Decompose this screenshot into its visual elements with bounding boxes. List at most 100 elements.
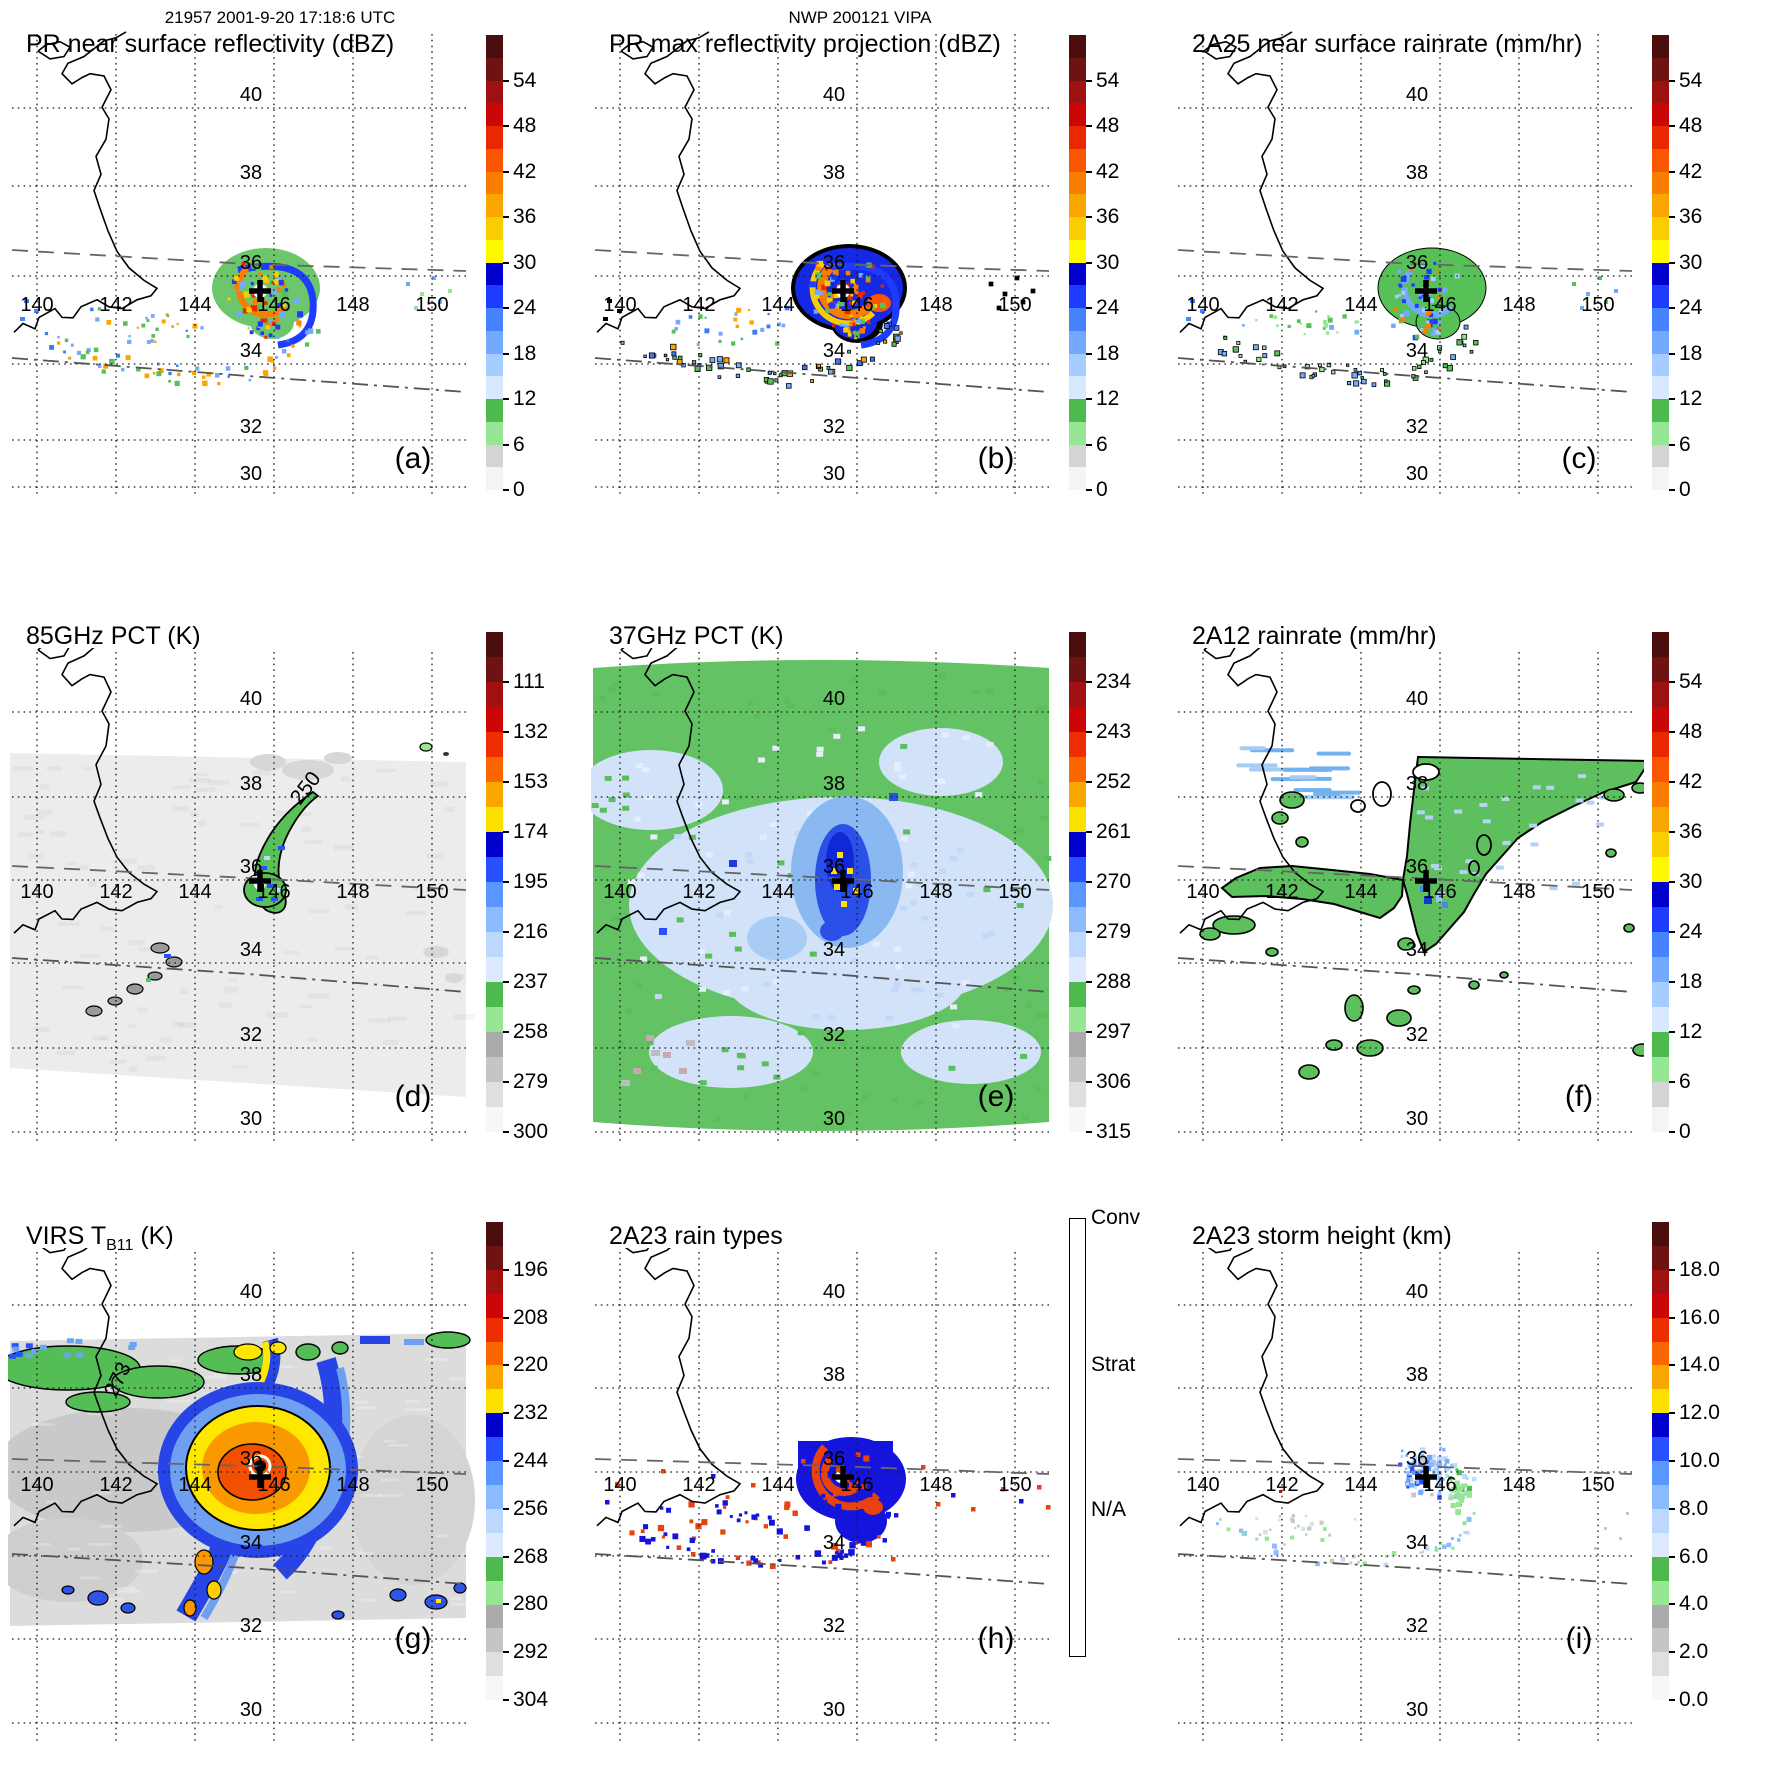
colorbar-tick-label: 54 (1096, 68, 1120, 92)
lon-label: 144 (761, 881, 794, 903)
lon-label: 150 (1581, 294, 1614, 316)
lon-label: 144 (1344, 881, 1377, 903)
colorbar-tick-label: 30 (1096, 250, 1120, 274)
lat-label: 34 (240, 1532, 262, 1554)
lat-label: 32 (240, 1615, 262, 1637)
lon-label: 150 (1581, 1474, 1614, 1496)
colorbar-tick-label: 244 (513, 1449, 549, 1472)
coastline-hokkaido (37, 648, 70, 660)
lon-label: 142 (99, 294, 132, 316)
lon-label: 140 (20, 294, 53, 316)
lon-label: 140 (603, 1474, 636, 1496)
lat-label: 38 (1406, 773, 1428, 795)
colorbar-tick-label: 270 (1096, 870, 1132, 893)
lon-label: 144 (761, 294, 794, 316)
colorbar-tick-label: 10.0 (1679, 1449, 1720, 1472)
panel-letter: (b) (978, 442, 1015, 475)
lon-label: 142 (1265, 294, 1298, 316)
colorbar-tick-label: 8.0 (1679, 1496, 1709, 1520)
swath-edge-north (1177, 249, 1633, 272)
coastline-hokkaido (624, 1248, 650, 1254)
lon-label: 150 (415, 294, 448, 316)
lon-label: 150 (1581, 881, 1614, 903)
graticule (595, 34, 1049, 498)
colorbar-tick-label: 6 (1679, 1070, 1691, 1093)
lat-label: 32 (1406, 1024, 1428, 1046)
lon-label: 148 (1502, 294, 1535, 316)
lon-label: 146 (840, 294, 873, 316)
lat-label: 36 (1406, 1448, 1428, 1470)
swath-edge-north (1177, 865, 1633, 891)
graticule (595, 1252, 1049, 1743)
coastline-honshu (596, 1248, 742, 1527)
panel-letter: (i) (1566, 1622, 1593, 1655)
panel-letter: (g) (395, 1622, 432, 1655)
colorbar-tick-label: 268 (513, 1544, 549, 1568)
lat-label: 38 (240, 773, 262, 795)
colorbar-tick-label: 42 (1679, 159, 1703, 183)
lon-label: 144 (178, 881, 211, 903)
lat-label: 30 (1406, 1108, 1428, 1130)
colorbar-tick-label: 54 (1679, 670, 1703, 693)
lat-label: 38 (240, 1364, 262, 1386)
colorbar-tick-label: 132 (513, 720, 549, 743)
colorbar-tick-label: 36 (1679, 205, 1703, 228)
colorbar-tick-label: 16.0 (1679, 1305, 1720, 1329)
storm-center-marker (832, 870, 854, 892)
lon-label: 140 (1186, 294, 1219, 316)
lat-label: 32 (823, 416, 845, 438)
lon-label: 150 (415, 1474, 448, 1496)
colorbar-d (486, 632, 503, 1132)
colorbar-tick-label: 220 (513, 1353, 549, 1377)
storm-center-marker (1415, 280, 1437, 302)
colorbar-tick-label: 42 (513, 159, 537, 183)
panel-e-map: 140 142 144 146 148 150 40 38 36 34 32 30 (e) (591, 648, 1053, 1141)
coastline-hokkaido (1203, 40, 1238, 60)
colorbar-i (1652, 1222, 1669, 1701)
lat-label: 34 (823, 340, 845, 362)
coastline-honshu (1179, 648, 1325, 934)
lon-label: 140 (603, 294, 636, 316)
colorbar-tick-label: 243 (1096, 720, 1132, 743)
colorbar-tick-label: 6.0 (1679, 1544, 1709, 1568)
colorbar-tick-label: 12.0 (1679, 1401, 1720, 1425)
swath-edge-south (11, 357, 467, 393)
colorbar-tick-label: 6 (513, 432, 525, 456)
coastline-honshu (596, 31, 742, 333)
lat-label: 36 (823, 1448, 845, 1470)
panel-f-title: 2A12 rainrate (mm/hr) (1192, 622, 1437, 650)
colorbar-tick-label: 6 (1679, 432, 1691, 456)
lon-label: 146 (257, 294, 290, 316)
colorbar-tick-label: 54 (1679, 68, 1703, 92)
lon-label: 148 (336, 294, 369, 316)
swath-edge-north (594, 1458, 1050, 1475)
colorbar-tick-label: 4.0 (1679, 1592, 1709, 1616)
colorbar-tick-label: 2.0 (1679, 1640, 1709, 1664)
lon-label: 142 (682, 294, 715, 316)
lat-label: 34 (1406, 1532, 1428, 1554)
lat-label: 30 (1406, 463, 1428, 485)
lat-label: 36 (240, 856, 262, 878)
lon-label: 146 (1423, 881, 1456, 903)
panel-a-data (20, 248, 452, 387)
colorbar-tick-label: 174 (513, 820, 549, 843)
panel-a-map: 140 142 144 146 148 150 40 38 36 34 32 30 (a) (11, 31, 467, 498)
colorbar-label-Strat: Strat (1091, 1352, 1136, 1376)
lat-label: 38 (240, 162, 262, 184)
colorbar-tick-label: 0.0 (1679, 1688, 1709, 1711)
swath-edge-north (11, 249, 467, 272)
panel-c-title: 2A25 near surface rainrate (mm/hr) (1192, 30, 1583, 58)
lon-label: 148 (336, 1474, 369, 1496)
panel-letter: (c) (1562, 442, 1597, 475)
lon-label: 140 (1186, 1474, 1219, 1496)
lat-label: 38 (1406, 1364, 1428, 1386)
lat-label: 36 (240, 252, 262, 274)
coastline-hokkaido (1203, 648, 1236, 660)
lat-label: 40 (240, 84, 262, 106)
lat-label: 40 (240, 1281, 262, 1303)
lat-label: 38 (823, 1364, 845, 1386)
lat-label: 34 (1406, 340, 1428, 362)
lat-label: 32 (1406, 1615, 1428, 1637)
lon-label: 140 (1186, 881, 1219, 903)
